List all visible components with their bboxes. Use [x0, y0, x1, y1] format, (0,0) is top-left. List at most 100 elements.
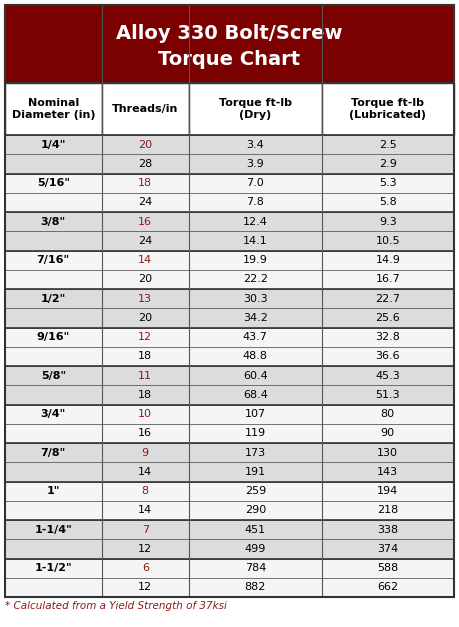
- Text: 22.2: 22.2: [243, 275, 268, 285]
- Text: 173: 173: [245, 448, 266, 458]
- Bar: [101, 270, 189, 289]
- Bar: [5, 327, 101, 347]
- Bar: [322, 251, 454, 270]
- Text: 51.3: 51.3: [375, 390, 400, 400]
- Text: 18: 18: [138, 178, 152, 188]
- Text: 16: 16: [138, 216, 152, 226]
- Bar: [189, 385, 322, 404]
- Text: 1/4": 1/4": [40, 140, 66, 150]
- Text: 68.4: 68.4: [243, 390, 268, 400]
- Text: 130: 130: [377, 448, 398, 458]
- Bar: [101, 192, 189, 212]
- Bar: [5, 520, 101, 539]
- Bar: [101, 83, 189, 135]
- Bar: [101, 443, 189, 462]
- Bar: [5, 308, 101, 327]
- Bar: [101, 404, 189, 424]
- Bar: [189, 289, 322, 308]
- Bar: [322, 577, 454, 597]
- Text: 45.3: 45.3: [375, 371, 400, 381]
- Text: 143: 143: [377, 467, 398, 477]
- Bar: [322, 501, 454, 520]
- Text: 8: 8: [142, 486, 149, 496]
- Bar: [322, 366, 454, 385]
- Bar: [189, 443, 322, 462]
- Bar: [189, 520, 322, 539]
- Text: 290: 290: [245, 505, 266, 515]
- Text: 7.8: 7.8: [246, 198, 264, 208]
- Text: 90: 90: [381, 428, 395, 438]
- Bar: [322, 308, 454, 327]
- Bar: [101, 462, 189, 482]
- Text: 60.4: 60.4: [243, 371, 268, 381]
- Text: 5.8: 5.8: [379, 198, 397, 208]
- Text: 20: 20: [138, 313, 152, 323]
- Text: 784: 784: [245, 563, 266, 573]
- Bar: [189, 212, 322, 231]
- Bar: [322, 289, 454, 308]
- Bar: [189, 539, 322, 559]
- Text: 7/8": 7/8": [41, 448, 66, 458]
- Text: 218: 218: [377, 505, 398, 515]
- Text: Alloy 330 Bolt/Screw: Alloy 330 Bolt/Screw: [116, 24, 343, 43]
- Text: 451: 451: [245, 525, 266, 535]
- Bar: [101, 559, 189, 577]
- Bar: [189, 577, 322, 597]
- Bar: [5, 154, 101, 174]
- Bar: [5, 462, 101, 482]
- Bar: [322, 327, 454, 347]
- Bar: [5, 251, 101, 270]
- Bar: [189, 424, 322, 443]
- Bar: [101, 289, 189, 308]
- Text: 43.7: 43.7: [243, 332, 268, 342]
- Text: 48.8: 48.8: [243, 351, 268, 361]
- Text: 338: 338: [377, 525, 398, 535]
- Bar: [5, 385, 101, 404]
- Bar: [5, 231, 101, 251]
- Text: 1": 1": [46, 486, 60, 496]
- Bar: [189, 501, 322, 520]
- Bar: [189, 231, 322, 251]
- Text: 36.6: 36.6: [375, 351, 400, 361]
- Text: 374: 374: [377, 544, 398, 554]
- Bar: [101, 231, 189, 251]
- Text: Torque ft-lb
(Lubricated): Torque ft-lb (Lubricated): [349, 98, 426, 120]
- Bar: [189, 347, 322, 366]
- Text: 7/16": 7/16": [37, 255, 70, 265]
- Text: 11: 11: [138, 371, 152, 381]
- Bar: [5, 443, 101, 462]
- Text: 10: 10: [138, 409, 152, 419]
- Bar: [101, 327, 189, 347]
- Bar: [101, 539, 189, 559]
- Text: 191: 191: [245, 467, 266, 477]
- Text: 32.8: 32.8: [375, 332, 400, 342]
- Bar: [322, 404, 454, 424]
- Bar: [322, 212, 454, 231]
- Text: 14.9: 14.9: [375, 255, 400, 265]
- Text: Torque ft-lb
(Dry): Torque ft-lb (Dry): [219, 98, 292, 120]
- Bar: [322, 192, 454, 212]
- Text: Nominal
Diameter (in): Nominal Diameter (in): [11, 98, 95, 120]
- Bar: [322, 482, 454, 501]
- Bar: [322, 270, 454, 289]
- Bar: [5, 5, 454, 83]
- Bar: [101, 385, 189, 404]
- Text: 16.7: 16.7: [375, 275, 400, 285]
- Text: 9.3: 9.3: [379, 216, 397, 226]
- Bar: [5, 559, 101, 577]
- Bar: [189, 404, 322, 424]
- Text: 107: 107: [245, 409, 266, 419]
- Text: 5.3: 5.3: [379, 178, 397, 188]
- Text: 9: 9: [142, 448, 149, 458]
- Bar: [322, 231, 454, 251]
- Text: 6: 6: [142, 563, 149, 573]
- Bar: [189, 559, 322, 577]
- Text: 14: 14: [138, 505, 152, 515]
- Bar: [5, 83, 101, 135]
- Text: 22.7: 22.7: [375, 293, 400, 303]
- Bar: [322, 347, 454, 366]
- Bar: [322, 462, 454, 482]
- Text: 3/4": 3/4": [41, 409, 66, 419]
- Bar: [322, 174, 454, 192]
- Bar: [322, 154, 454, 174]
